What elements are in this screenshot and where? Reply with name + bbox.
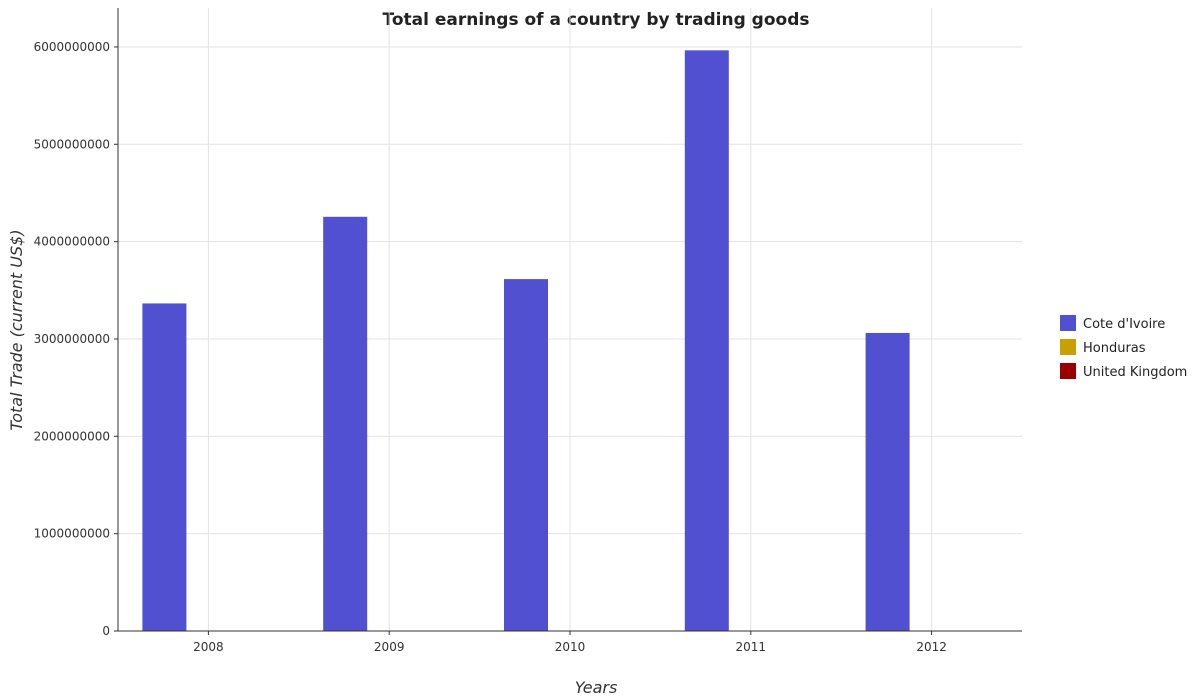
x-tick-label: 2008	[193, 640, 224, 654]
x-tick-label: 2011	[736, 640, 767, 654]
legend: Cote d'Ivoire Honduras United Kingdom	[1060, 315, 1187, 380]
bar	[684, 50, 729, 631]
y-tick-label: 2000000000	[34, 429, 110, 443]
x-tick-label: 2009	[374, 640, 405, 654]
chart-title: Total earnings of a country by trading g…	[383, 10, 810, 30]
bar	[865, 332, 910, 631]
x-axis-ticks: 2008 2009 2010 2011 2012	[193, 631, 947, 654]
bar	[504, 279, 548, 631]
legend-label: Honduras	[1083, 341, 1146, 356]
legend-swatch	[1060, 315, 1076, 331]
y-tick-label: 5000000000	[34, 137, 110, 151]
bar	[323, 216, 368, 631]
legend-swatch	[1060, 339, 1076, 355]
legend-swatch	[1060, 363, 1076, 379]
legend-label: Cote d'Ivoire	[1083, 317, 1165, 332]
y-tick-label: 0	[102, 624, 110, 638]
y-axis-ticks: 0 1000000000 2000000000 3000000000 400000000…	[34, 40, 118, 638]
y-axis-label: Total Trade (current US$)	[7, 229, 26, 430]
gridlines	[118, 8, 1022, 632]
x-axis-label: Years	[575, 678, 618, 697]
y-tick-label: 6000000000	[34, 40, 110, 54]
x-tick-label: 2012	[916, 640, 947, 654]
y-tick-label: 3000000000	[34, 332, 110, 346]
y-tick-label: 1000000000	[34, 527, 110, 541]
y-tick-label: 4000000000	[34, 235, 110, 249]
bar	[142, 303, 187, 631]
bars	[142, 50, 910, 631]
x-tick-label: 2010	[555, 640, 586, 654]
legend-label: United Kingdom	[1083, 365, 1187, 380]
